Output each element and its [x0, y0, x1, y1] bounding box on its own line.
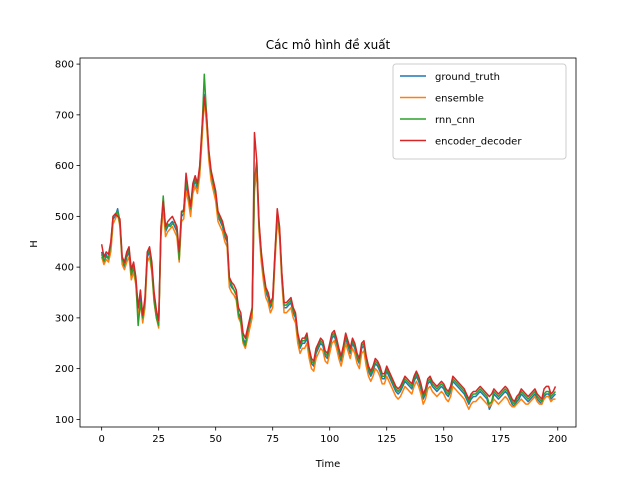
y-tick-label: 700	[55, 110, 74, 121]
series-line-encoder-decoder	[100, 96, 557, 403]
x-tick-label: 100	[320, 434, 339, 445]
legend: ground_truth ensemble rnn_cnn encoder_decod…	[392, 63, 567, 160]
axes-frame	[79, 57, 577, 428]
y-axis-label: H	[29, 240, 40, 248]
x-tick-label: 175	[491, 434, 510, 445]
y-tick-label: 100	[55, 415, 74, 426]
series-layer	[100, 73, 557, 410]
y-tick-label: 200	[55, 364, 74, 375]
y-tick-label: 600	[55, 161, 74, 172]
legend-label: rnn_cnn	[435, 115, 475, 126]
x-tick-label: 125	[377, 434, 396, 445]
y-tick-label: 400	[55, 263, 74, 274]
y-tick-label: 500	[55, 212, 74, 223]
legend-label: encoder_decoder	[435, 137, 522, 148]
chart-title: Các mô hình đề xuất	[266, 38, 391, 52]
x-tick-label: 25	[152, 434, 165, 445]
x-tick-label: 50	[209, 434, 222, 445]
y-tick-label: 800	[55, 60, 74, 71]
legend-label: ground_truth	[435, 72, 500, 83]
x-tick-label: 0	[98, 434, 104, 445]
legend-label: ensemble	[435, 94, 484, 105]
legend-box	[392, 63, 567, 160]
x-tick-label: 200	[548, 434, 567, 445]
x-axis-label: Time	[315, 459, 340, 470]
axes-layer: 0 25 50 75 100 125 150 175 200 100 200 300 400 500 600…	[55, 57, 577, 445]
x-tick-label: 75	[266, 434, 279, 445]
y-tick-label: 300	[55, 313, 74, 324]
x-tick-label: 150	[434, 434, 453, 445]
